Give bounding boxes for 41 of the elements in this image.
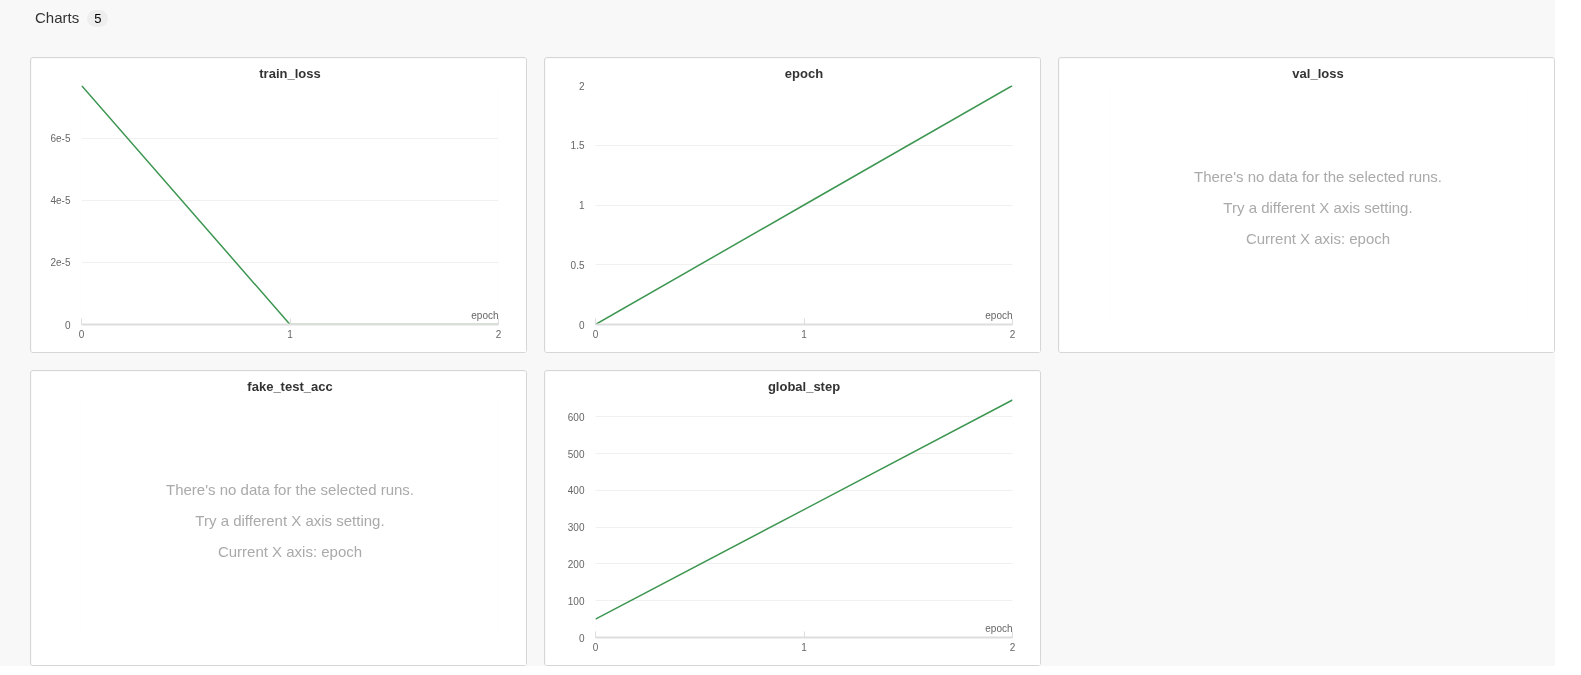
text: There's no data for the selected runs. <box>166 480 415 498</box>
chart-title: global_step <box>767 378 841 394</box>
chart-title: epoch <box>784 65 824 81</box>
text: Try a different X axis setting. <box>1223 198 1413 216</box>
y-tick-label: 0 <box>578 632 585 644</box>
x-axis-title: epoch <box>985 309 1013 321</box>
y-tick-label: 2e-5 <box>50 257 71 269</box>
y-tick-label: 2 <box>578 80 585 92</box>
x-tick-label: 1 <box>801 641 808 653</box>
x-tick-label: 1 <box>287 328 294 340</box>
y-tick-label: 200 <box>567 558 585 570</box>
text: Charts <box>35 9 80 26</box>
x-tick-label: 1 <box>801 328 808 340</box>
text: 5 <box>87 10 109 27</box>
text: Current X axis: epoch <box>1245 229 1391 247</box>
y-tick-label: 500 <box>567 448 585 460</box>
chart-title: train_loss <box>259 65 321 81</box>
y-tick-label: 1 <box>578 200 585 211</box>
y-tick-label: 300 <box>567 522 585 534</box>
x-tick-label: 0 <box>592 328 599 340</box>
y-tick-label: 600 <box>567 411 585 423</box>
x-axis-title: epoch <box>985 622 1013 634</box>
y-tick-label: 0.5 <box>570 259 585 271</box>
x-axis-title: epoch <box>471 309 499 321</box>
x-tick-label: 2 <box>1009 641 1016 653</box>
x-tick-label: 2 <box>1009 328 1016 340</box>
y-tick-label: 0 <box>578 319 585 331</box>
x-tick-label: 0 <box>592 641 599 653</box>
y-tick-label: 6e-5 <box>50 133 71 145</box>
text: Current X axis: epoch <box>217 542 363 560</box>
y-tick-label: 1.5 <box>570 140 585 152</box>
text: Try a different X axis setting. <box>195 511 385 529</box>
y-tick-label: 100 <box>567 595 585 607</box>
y-tick-label: 400 <box>567 485 585 497</box>
y-tick-label: 4e-5 <box>50 195 71 207</box>
x-tick-label: 0 <box>78 328 85 340</box>
y-tick-label: 0 <box>64 319 71 331</box>
x-tick-label: 2 <box>495 328 502 340</box>
text: There's no data for the selected runs. <box>1194 167 1443 185</box>
text: val_loss <box>1292 65 1344 81</box>
text: fake_test_acc <box>247 378 333 394</box>
